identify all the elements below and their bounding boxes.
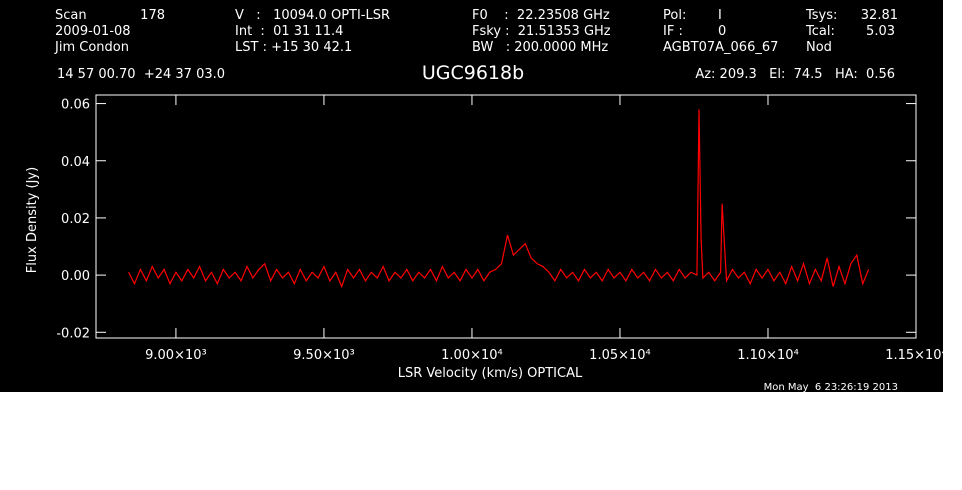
plot-frame bbox=[95, 94, 917, 339]
y-axis-label: Flux Density (Jy) bbox=[25, 167, 40, 273]
x-tick-label: 1.15×10⁴ bbox=[885, 348, 947, 363]
header-text: Nod bbox=[806, 40, 832, 55]
header-text: Pol: bbox=[663, 8, 686, 23]
header-text: 14 57 00.70 +24 37 03.0 bbox=[57, 67, 225, 82]
header-text: 32.81 bbox=[861, 8, 898, 23]
header-text: 5.03 bbox=[866, 24, 895, 39]
header-text: LST : +15 30 42.1 bbox=[235, 40, 352, 55]
header-text: Int : 01 31 11.4 bbox=[235, 24, 343, 39]
header-text: Scan bbox=[55, 8, 87, 23]
x-tick-label: 9.00×10³ bbox=[145, 348, 207, 363]
x-tick-label: 9.50×10³ bbox=[293, 348, 355, 363]
header-text: V : 10094.0 OPTI-LSR bbox=[235, 8, 390, 23]
spectrum-line bbox=[128, 109, 870, 289]
y-tick-label: 0.00 bbox=[61, 269, 90, 284]
header-text: AGBT07A_066_67 bbox=[663, 40, 778, 55]
y-tick-label: 0.04 bbox=[61, 155, 90, 170]
plot-background bbox=[0, 0, 943, 392]
y-tick-label: 0.06 bbox=[61, 98, 90, 113]
header-text: Fsky : 21.51353 GHz bbox=[472, 24, 611, 39]
header-text: Mon May 6 23:26:19 2013 bbox=[764, 382, 898, 393]
x-tick-label: 1.00×10⁴ bbox=[441, 348, 503, 363]
header-text: Tsys: bbox=[805, 8, 837, 23]
x-tick-label: 1.05×10⁴ bbox=[589, 348, 651, 363]
header-text: IF : bbox=[663, 24, 683, 39]
y-tick-label: -0.02 bbox=[56, 326, 90, 341]
x-axis-label: LSR Velocity (km/s) OPTICAL bbox=[398, 366, 583, 381]
header-text: F0 : 22.23508 GHz bbox=[472, 8, 610, 23]
header-text: BW : 200.0000 MHz bbox=[472, 40, 608, 55]
header-text: Tcal: bbox=[805, 24, 835, 39]
header-text: 0 bbox=[718, 24, 726, 39]
chart-title: UGC9618b bbox=[422, 62, 524, 84]
x-tick-label: 1.10×10⁴ bbox=[737, 348, 799, 363]
header-text: Az: 209.3 El: 74.5 HA: 0.56 bbox=[695, 67, 895, 82]
header-text: I bbox=[718, 8, 722, 23]
header-text: 178 bbox=[140, 8, 165, 23]
header-text: 2009-01-08 bbox=[55, 24, 131, 39]
y-tick-label: 0.02 bbox=[61, 212, 90, 227]
header-text: Jim Condon bbox=[54, 40, 129, 55]
